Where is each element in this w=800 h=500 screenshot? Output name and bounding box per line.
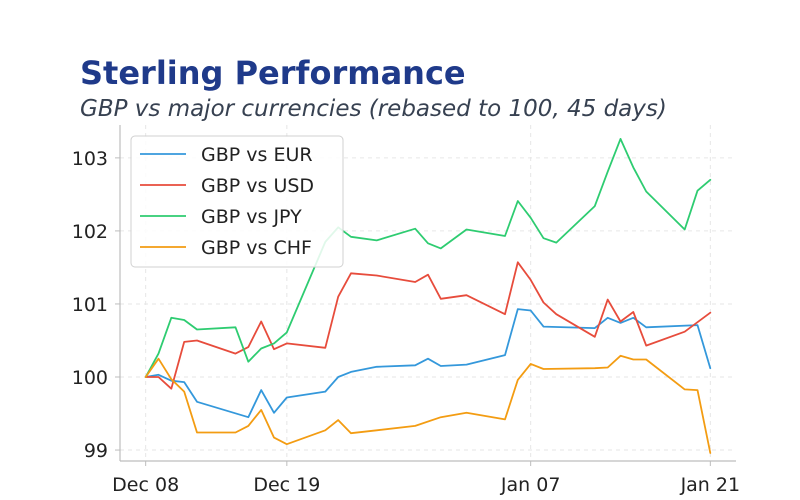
x-tick-label: Jan 21 (680, 474, 741, 496)
y-tick-label: 103 (72, 148, 108, 170)
legend-label: GBP vs JPY (201, 206, 302, 228)
series-line-gbp-vs-usd (144, 261, 712, 390)
y-tick-label: 101 (72, 294, 108, 316)
legend-box (130, 135, 344, 268)
series-lines (144, 137, 712, 454)
legend-label: GBP vs CHF (201, 237, 312, 259)
series-line-gbp-vs-jpy (144, 137, 712, 378)
legend: GBP vs EUR GBP vs USD GBP vs JPY GBP vs CHF (130, 135, 344, 268)
series-line-gbp-vs-eur (144, 308, 712, 419)
x-tick-label: Dec 08 (112, 474, 179, 496)
x-tick-label: Dec 19 (253, 474, 320, 496)
axes (119, 125, 736, 462)
series-line-gbp-vs-chf (144, 354, 712, 454)
grid-lines (120, 125, 736, 461)
legend-label: GBP vs EUR (201, 144, 313, 166)
x-axis-ticks: Dec 08 Dec 19 Jan 07 Jan 21 (112, 461, 740, 496)
chart-title: Sterling Performance (80, 54, 466, 92)
legend-label: GBP vs USD (201, 175, 314, 197)
x-tick-label: Jan 07 (500, 474, 561, 496)
y-tick-label: 99 (84, 440, 108, 462)
y-axis-ticks: 99 100 101 102 103 (72, 148, 120, 462)
y-tick-label: 100 (72, 367, 108, 389)
chart-subtitle: GBP vs major currencies (rebased to 100,… (80, 96, 667, 122)
y-tick-label: 102 (72, 221, 108, 243)
